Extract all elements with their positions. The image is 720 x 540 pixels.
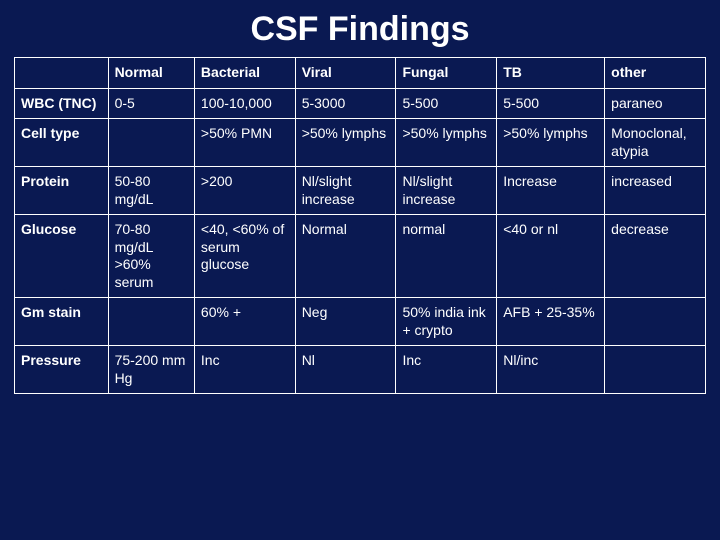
cell: 0-5	[108, 88, 194, 119]
cell: <40, <60% of serum glucose	[194, 215, 295, 298]
cell	[108, 119, 194, 167]
cell: Nl/slight increase	[295, 167, 396, 215]
cell	[605, 346, 706, 394]
col-header: Fungal	[396, 58, 497, 89]
col-header: Bacterial	[194, 58, 295, 89]
row-head: WBC (TNC)	[15, 88, 109, 119]
cell: 5-500	[396, 88, 497, 119]
cell: AFB + 25-35%	[497, 298, 605, 346]
table-row: Protein 50-80 mg/dL >200 Nl/slight incre…	[15, 167, 706, 215]
row-head: Glucose	[15, 215, 109, 298]
cell	[108, 298, 194, 346]
cell: >50% PMN	[194, 119, 295, 167]
cell: 5-500	[497, 88, 605, 119]
cell: Neg	[295, 298, 396, 346]
table-header-row: Normal Bacterial Viral Fungal TB other	[15, 58, 706, 89]
row-head: Gm stain	[15, 298, 109, 346]
table-row: Glucose 70-80 mg/dL >60% serum <40, <60%…	[15, 215, 706, 298]
cell	[605, 298, 706, 346]
cell: <40 or nl	[497, 215, 605, 298]
cell: >50% lymphs	[396, 119, 497, 167]
cell: >50% lymphs	[497, 119, 605, 167]
row-head: Protein	[15, 167, 109, 215]
cell: 60% +	[194, 298, 295, 346]
cell: Nl/slight increase	[396, 167, 497, 215]
cell: 70-80 mg/dL >60% serum	[108, 215, 194, 298]
cell: Monoclonal, atypia	[605, 119, 706, 167]
slide-title: CSF Findings	[14, 10, 706, 49]
cell: decrease	[605, 215, 706, 298]
cell: normal	[396, 215, 497, 298]
row-head: Pressure	[15, 346, 109, 394]
table-row: Gm stain 60% + Neg 50% india ink + crypt…	[15, 298, 706, 346]
col-header	[15, 58, 109, 89]
cell: 50-80 mg/dL	[108, 167, 194, 215]
cell: Normal	[295, 215, 396, 298]
row-head: Cell type	[15, 119, 109, 167]
cell: 100-10,000	[194, 88, 295, 119]
cell: Nl	[295, 346, 396, 394]
table-row: Cell type >50% PMN >50% lymphs >50% lymp…	[15, 119, 706, 167]
cell: increased	[605, 167, 706, 215]
cell: >200	[194, 167, 295, 215]
cell: Inc	[396, 346, 497, 394]
col-header: Viral	[295, 58, 396, 89]
csf-findings-table: Normal Bacterial Viral Fungal TB other W…	[14, 57, 706, 394]
col-header: Normal	[108, 58, 194, 89]
col-header: other	[605, 58, 706, 89]
cell: Increase	[497, 167, 605, 215]
cell: Nl/inc	[497, 346, 605, 394]
table-row: Pressure 75-200 mm Hg Inc Nl Inc Nl/inc	[15, 346, 706, 394]
cell: >50% lymphs	[295, 119, 396, 167]
cell: paraneo	[605, 88, 706, 119]
col-header: TB	[497, 58, 605, 89]
cell: 5-3000	[295, 88, 396, 119]
table-row: WBC (TNC) 0-5 100-10,000 5-3000 5-500 5-…	[15, 88, 706, 119]
cell: 50% india ink + crypto	[396, 298, 497, 346]
cell: Inc	[194, 346, 295, 394]
cell: 75-200 mm Hg	[108, 346, 194, 394]
